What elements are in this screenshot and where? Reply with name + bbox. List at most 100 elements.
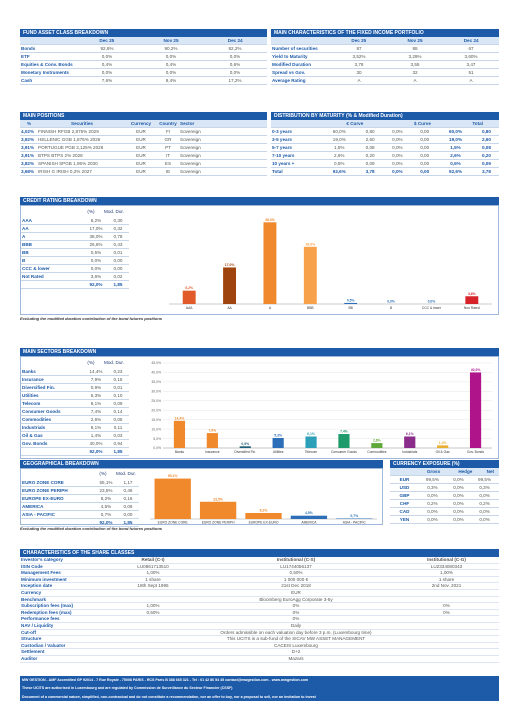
total-dur: 1,85 [107,447,129,456]
position-pct: 3,91% [20,143,38,152]
currency-code: USD [390,483,418,492]
y-tick-label: 15,0% [151,418,161,422]
table-row: Redemption fees (max) 0,50% 0% 0% [20,609,499,617]
bar [206,433,218,448]
position-currency: EUR [126,167,156,176]
sectors-chart: 0,0% 5,0% 10,0% 15,0% 20,0% 25,0% 30,0% 35,0% 40… [151,361,492,454]
data-label: 7,4% [340,430,348,434]
share-retail: Retail (C-I) [108,557,198,564]
cell-value: 0,09 [357,159,383,168]
total-row: 92,0% 1,85 [21,447,129,456]
cell-value: 3,78 [331,60,387,69]
maturity-title: DISTRIBUTION BY MATURITY (% & Modified D… [271,112,499,120]
table-row: Oil & Gas 1,4% 0,03 [21,431,129,440]
bar [336,518,373,519]
share-retail: LU0861713510 [108,563,198,571]
fi-col-1: Nov 25 [386,37,444,45]
cell-value: 67 [443,45,499,53]
cell-value: 9,4% [139,76,203,85]
cell-value: 0,3% [470,483,499,492]
table-row: A 38,0% 0,78 [21,232,129,241]
table-row: Benchmark Bloomberg EuroAgg Corporate 3-5… [20,596,499,604]
table-row: Minimum investment 1 share 1 000 000 €1 sh… [20,576,499,584]
category-label: EURO ZONE PERIPH [202,521,235,525]
table-row: Modified Duration 3,78 3,55 3,47 [271,60,499,69]
cell-pct: 0,5% [85,248,107,257]
table-row: Custodian / Valuator CACEIS Luxembourg [20,642,499,650]
table-row: 4,02% FINNISH RFGB 2,875% 2029 EUR FI Sovere… [20,128,267,136]
cell-value: 0,00 [412,151,438,160]
share-inst-cg: Institutional (C-G) [394,557,499,564]
bar [182,290,196,304]
table-row: Settlement D+2 [20,648,499,656]
table-row: EURO ZONE CORE 55,1% 1,17 [21,479,139,487]
fi-col-0: Dec 25 [331,37,387,45]
mat-group-1: $ Curve [388,120,457,128]
position-sector: Sovereign [180,151,267,160]
category-label: Gov. Bonds [467,450,484,454]
row-label: ASIA - PACIFIC [21,510,95,519]
cell-value: 0,0% [418,515,447,524]
credit-col-pct: (%) [87,209,95,214]
share-inst-cs: Bloomberg EuroAgg Corporate 3-5y [198,596,394,604]
share-inst-cg: 2nd Nov. 2021 [394,582,499,590]
row-label: B [21,256,85,265]
table-row: EURO ZONE PERIPH 23,5% 0,46 [21,486,139,495]
category-label: EUROPE EX-EURO [249,521,279,525]
share-retail [108,648,198,656]
cell-value: 0,0% [139,52,203,61]
row-label: Yield to Maturity [271,52,331,61]
table-row: B 0,0% 0,00 [21,256,129,265]
data-label: 26,6% [306,242,316,246]
positions-panel: MAIN POSITIONS % Securities Currency Cou… [20,112,267,176]
share-retail [108,629,198,637]
cell-value: 60,0% [437,128,474,136]
share-inst-cs: 0% [198,609,394,617]
geo-note: Excluding the modified duration contribu… [20,526,162,531]
footer: MW GESTION - AMF Accredited GP 92014 - 7… [20,676,499,701]
position-pct: 4,02% [20,128,38,136]
share-inst-cs: Orders admissible on each valuation day … [198,629,394,637]
asset-col-1: Nov 25 [138,37,204,45]
share-label: Structure [20,635,108,643]
data-label: 6,1% [406,432,414,436]
credit-note: Excluding the modified duration contribu… [20,316,162,321]
table-row: Industrials 6,1% 0,11 [21,423,129,432]
y-tick-label: 10,0% [151,427,161,431]
share-retail [108,655,198,663]
total-row: 92,0% 1,85 [21,280,129,289]
cell-value: 0,0% [203,68,267,77]
share-inst-cg [394,589,499,597]
cell-value: 0,20 [473,151,499,160]
cell-pct: 6,1% [85,423,107,432]
cell-pct: 8,2% [95,494,117,503]
cell-pct: 6,1% [85,399,107,408]
cell-value: 0,0% [470,491,499,500]
sectors-title: MAIN SECTORS BREAKDOWN [20,348,499,356]
category-label: Insurance [205,450,220,454]
share-label: Cut-off [20,629,108,637]
table-row: CHF 0,2% 0,0% 0,2% [390,499,499,508]
currency-table: EUR 99,5% 0,0% 99,5% USD 0,3% 0,0% 0,3% GBP 0,0% 0… [390,476,499,524]
cell-value: 92,6% [437,167,474,176]
bar [437,445,449,448]
position-security: SPANISH SPGB 1,95% 2030 [38,159,126,168]
cell-pct: 23,5% [95,486,117,495]
cell-pct: 17,0% [85,224,107,233]
share-label: Settlement [20,648,108,656]
row-label: Commodities [21,415,85,424]
position-currency: EUR [126,143,156,152]
table-row: BBB 26,6% 0,43 [21,240,129,249]
position-security: PORTUGUE PGB 2,125% 2028 [38,143,126,152]
cur-col-0: Gross [418,468,449,476]
table-row: Subscription fees (max) 1,00% 0% 0% [20,602,499,610]
position-country: PT [156,143,180,152]
position-country: GR [156,135,180,144]
data-label: 14,4% [175,416,185,420]
cell-value: 0,00 [412,128,438,136]
data-label: 3,6% [468,292,476,296]
currency-code: EUR [390,476,418,484]
cell-value: 0,09 [473,159,499,168]
cell-value: A [443,76,499,85]
position-currency: EUR [126,128,156,136]
